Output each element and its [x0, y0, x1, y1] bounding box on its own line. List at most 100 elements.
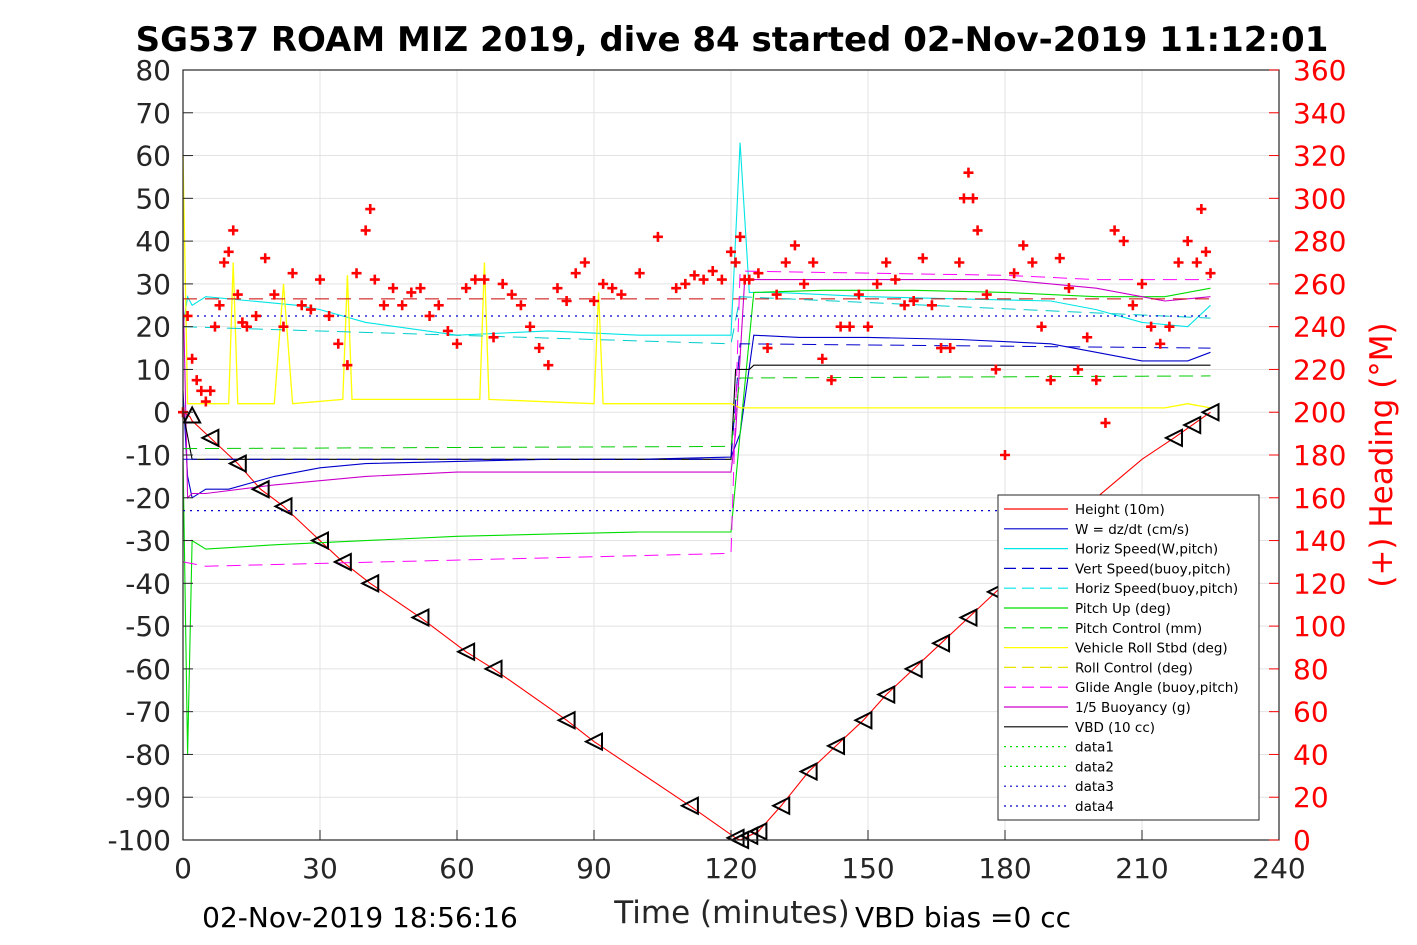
y-tick-label: -50: [125, 610, 171, 643]
heading-point: [963, 167, 974, 178]
heading-point: [726, 246, 736, 257]
legend-entry: data2: [1075, 759, 1114, 775]
depth-marker: [1181, 415, 1202, 435]
heading-point: [442, 325, 453, 336]
depth-marker: [853, 710, 873, 730]
heading-point: [1009, 268, 1020, 279]
heading-point: [1109, 225, 1120, 236]
heading-point: [278, 321, 289, 332]
heading-point: [543, 360, 554, 371]
y-tick-label: -100: [107, 824, 171, 857]
legend: Height (10m) W = dz/dt (cm/s) Horiz Speed(…: [997, 494, 1260, 821]
heading-point: [260, 253, 271, 264]
y-tick-label: 80: [135, 54, 171, 87]
heading-point: [365, 204, 376, 215]
heading-point: [525, 321, 536, 332]
heading-point: [1191, 257, 1202, 268]
y-tick-label: 20: [135, 311, 171, 344]
depth-marker: [227, 453, 247, 474]
y-tick-label: 50: [135, 182, 171, 215]
depth-marker: [273, 496, 293, 516]
right-tick-label: 40: [1293, 738, 1329, 771]
legend-entry: Vehicle Roll Stbd (deg): [1075, 641, 1228, 657]
y-tick-label: 70: [135, 97, 171, 130]
heading-point: [1137, 278, 1147, 289]
heading-point: [1200, 246, 1211, 257]
heading-point: [680, 278, 691, 289]
series-roll: [182, 155, 1211, 409]
x-tick-label: 210: [1115, 852, 1168, 885]
heading-point: [433, 300, 444, 311]
heading-point: [689, 270, 700, 281]
legend-entry: Vert Speed(buoy,pitch): [1075, 561, 1231, 577]
heading-point: [488, 332, 499, 343]
heading-point: [296, 300, 307, 311]
heading-point: [607, 283, 618, 294]
heading-point: [351, 268, 362, 279]
right-axis-label: (+) Heading (°M): [1364, 322, 1400, 587]
heading-point: [917, 253, 928, 264]
heading-point: [698, 274, 709, 285]
heading-point: [1063, 283, 1074, 294]
legend-entry: data3: [1075, 779, 1114, 795]
y-tick-label: 60: [135, 140, 171, 173]
heading-point: [570, 268, 581, 279]
depth-marker: [876, 684, 896, 705]
heading-point: [497, 278, 508, 289]
heading-point: [735, 231, 746, 242]
heading-point: [744, 274, 755, 285]
heading-point: [990, 364, 1001, 375]
x-tick-label: 30: [302, 852, 338, 885]
heading-point: [223, 246, 234, 257]
heading-point: [1036, 321, 1047, 332]
depth-marker: [770, 796, 791, 816]
heading-point: [853, 289, 864, 300]
depth-marker: [410, 607, 430, 628]
heading-point: [598, 278, 609, 289]
x-axis-ticks: 0 30 60 90 120 150 180 210 240: [174, 830, 1306, 885]
heading-point: [780, 257, 791, 268]
y-tick-label: -90: [125, 781, 171, 814]
depth-marker: [359, 573, 380, 593]
heading-point: [926, 300, 937, 311]
depth-marker: [583, 731, 603, 752]
legend-entry: data4: [1075, 799, 1114, 815]
legend-entry: Pitch Control (mm): [1075, 621, 1202, 637]
heading-point: [968, 193, 979, 204]
heading-point: [378, 300, 389, 311]
right-tick-label: 80: [1293, 653, 1329, 686]
heading-point: [324, 310, 335, 321]
heading-point: [799, 278, 810, 289]
depth-marker: [455, 642, 476, 662]
legend-entry: 1/5 Buoyancy (g): [1075, 700, 1191, 716]
y-axis-ticks: 80 70 60 50 40 30 20 10 0 -10 -20 -30 -40 -50 -60 -70 -8…: [107, 54, 193, 857]
heading-point: [534, 343, 545, 354]
y-tick-label: -60: [125, 653, 171, 686]
legend-entry: W = dz/dt (cm/s): [1075, 522, 1189, 538]
right-tick-label: 180: [1293, 439, 1346, 472]
heading-point: [954, 257, 965, 268]
depth-marker: [679, 796, 699, 816]
depth-marker: [1200, 402, 1220, 422]
depth-marker: [309, 530, 329, 551]
right-tick-label: 280: [1293, 225, 1346, 258]
heading-point: [315, 274, 325, 285]
heading-point: [209, 321, 220, 332]
y-tick-label: -10: [125, 439, 171, 472]
y-tick-label: -30: [125, 525, 171, 558]
y-tick-label: -20: [125, 482, 171, 515]
x-tick-label: 180: [978, 852, 1031, 885]
heading-point: [972, 225, 983, 236]
heading-point: [789, 240, 800, 251]
heading-point: [1091, 375, 1102, 386]
right-tick-label: 140: [1293, 525, 1346, 558]
heading-point: [958, 193, 969, 204]
y-tick-label: 40: [135, 225, 171, 258]
depth-marker: [958, 607, 978, 628]
x-tick-label: 60: [439, 852, 475, 885]
heading-point: [452, 338, 462, 349]
heading-point: [844, 321, 855, 332]
footer-timestamp: 02-Nov-2019 18:56:16: [202, 901, 518, 934]
heading-point: [506, 289, 517, 300]
